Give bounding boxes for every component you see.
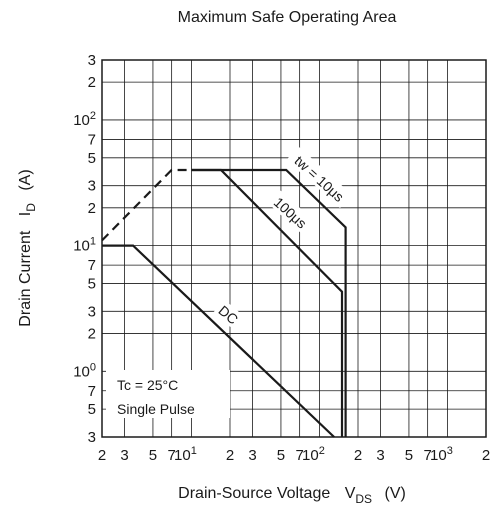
x-tick-label: 103 [430, 445, 453, 464]
x-tick-label: 3 [120, 447, 128, 464]
label-bg-10us [286, 146, 353, 209]
series-lines [101, 168, 347, 438]
y-tick-label: 102 [73, 110, 96, 129]
y-tick-label: 100 [73, 361, 96, 380]
grid [101, 59, 487, 438]
series-line-0 [191, 168, 347, 437]
y-tick-label: 101 [73, 236, 96, 255]
y-tick-label: 2 [88, 200, 96, 217]
series-line-2 [102, 244, 335, 438]
y-tick-label: 7 [88, 257, 96, 274]
y-tick-label: 7 [88, 131, 96, 148]
x-tick-label: 101 [174, 445, 197, 464]
y-tick-label: 3 [88, 303, 96, 320]
x-tick-label: 7 [423, 447, 431, 464]
x-tick-label: 102 [302, 445, 325, 464]
y-tick-label: 3 [88, 178, 96, 195]
label-bg-100us [268, 190, 314, 234]
x-tick-label: 5 [149, 447, 157, 464]
x-tick-label: 5 [405, 447, 413, 464]
condition-pulse: Single Pulse [117, 401, 195, 417]
x-tick-label: 7 [295, 447, 303, 464]
x-tick-label: 3 [376, 447, 384, 464]
series-labels: tw = 10μs 100μs DC [213, 146, 353, 330]
y-tick-label: 3 [88, 52, 96, 69]
x-axis-label: Drain-Source Voltage VDS (V) [178, 485, 406, 507]
series-line-3 [101, 168, 192, 242]
y-tick-label: 2 [88, 74, 96, 91]
x-tick-label: 2 [98, 447, 106, 464]
y-tick-label: 5 [88, 401, 96, 418]
plot-area [101, 59, 487, 438]
x-tick-label: 2 [226, 447, 234, 464]
y-tick-label: 5 [88, 275, 96, 292]
y-tick-label: 5 [88, 150, 96, 167]
y-tick-label: 7 [88, 383, 96, 400]
conditions-box: Tc = 25°C Single Pulse [106, 370, 230, 418]
condition-temperature: Tc = 25°C [117, 377, 178, 393]
x-tick-label: 7 [167, 447, 175, 464]
conditions-bg [106, 370, 230, 418]
chart-title: Maximum Safe Operating Area [178, 9, 397, 26]
x-tick-label: 2 [354, 447, 362, 464]
series-line-1 [191, 168, 344, 437]
y-axis-label: Drain Current ID (A) [17, 169, 39, 326]
y-tick-label: 2 [88, 325, 96, 342]
plot-frame [101, 59, 487, 438]
y-tick-label: 3 [88, 429, 96, 446]
label-bg-dc [213, 299, 245, 330]
x-tick-label: 2 [482, 447, 490, 464]
x-tick-label: 5 [277, 447, 285, 464]
x-tick-label: 3 [248, 447, 256, 464]
